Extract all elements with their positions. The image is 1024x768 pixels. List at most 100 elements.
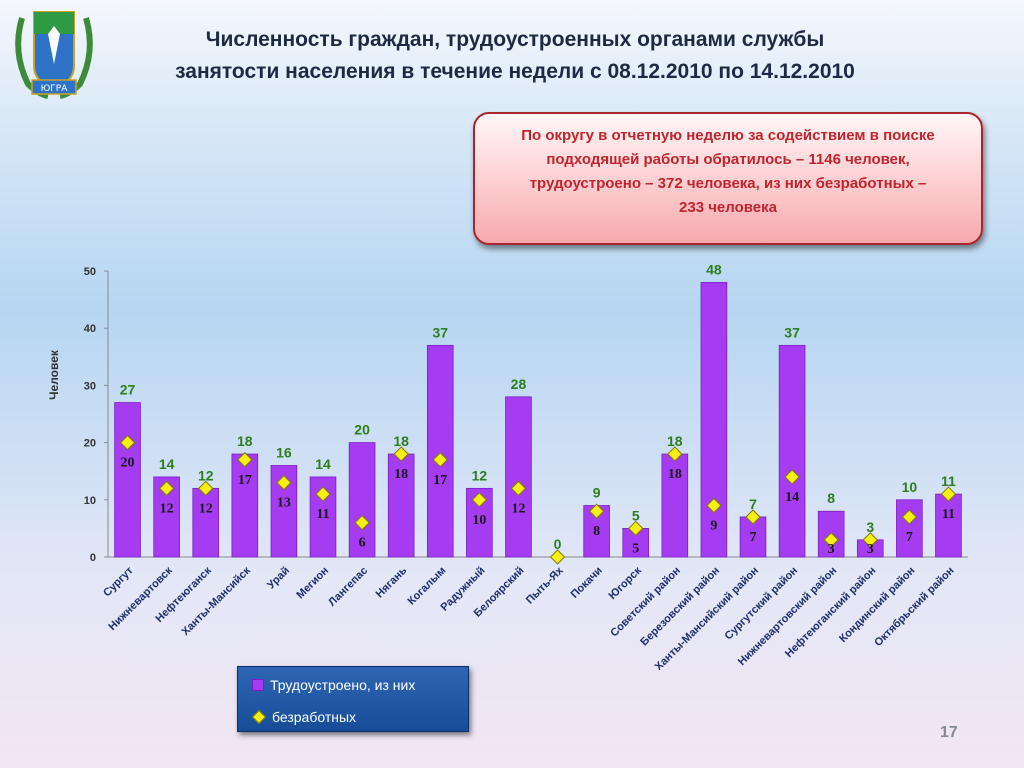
- unemployed-marker: [862, 532, 878, 548]
- category-label: Покачи: [569, 565, 605, 601]
- category-label: Ханты-Мансийск: [179, 564, 253, 638]
- category-label: Кондинский район: [837, 565, 917, 645]
- unemployed-marker: [940, 486, 957, 502]
- bar-value-label: 16: [276, 444, 292, 460]
- marker-value-label: 7: [906, 530, 913, 545]
- bar-value-label: 37: [432, 324, 448, 340]
- bar-value-label: 12: [472, 467, 488, 483]
- category-label: Урай: [265, 565, 292, 592]
- title-line-1: Численность граждан, трудоустроенных орг…: [205, 28, 825, 51]
- unemployed-marker: [315, 486, 331, 502]
- bar: [231, 453, 259, 558]
- marker-value-label: 6: [359, 536, 366, 551]
- bar: [896, 499, 923, 558]
- bar-value-label: 37: [784, 324, 800, 340]
- marker-value-label: 18: [394, 467, 408, 482]
- marker-value-label: 14: [785, 490, 799, 505]
- page-number: 17: [940, 724, 958, 741]
- marker-value-label: 13: [277, 496, 291, 511]
- category-label: Нягань: [374, 564, 410, 600]
- coat-of-arms-logo: ЮГРА: [15, 11, 93, 99]
- marker-value-label: 8: [593, 524, 600, 539]
- bar-value-label: 12: [198, 467, 214, 483]
- category-label: Сургут: [101, 564, 136, 599]
- unemployed-marker: [706, 497, 722, 514]
- marker-value-label: 20: [121, 456, 135, 471]
- category-label: Сургутский район: [723, 565, 801, 643]
- bar: [505, 396, 532, 558]
- bar: [778, 344, 806, 558]
- unemployed-marker: [276, 474, 292, 491]
- bar: [387, 453, 415, 558]
- marker-value-label: 9: [710, 519, 717, 534]
- bar-value-label: 11: [941, 473, 956, 489]
- category-label: Октябрьский район: [872, 565, 956, 649]
- marker-value-label: 18: [668, 467, 682, 482]
- legend-item-unemployed: безработных: [238, 707, 356, 727]
- chart-legend: Трудоустроено, из них безработных: [237, 666, 469, 732]
- category-label: Советский район: [608, 565, 683, 640]
- callout-line-3: трудоустроено – 372 человека, из них без…: [529, 175, 927, 192]
- y-tick-label: 50: [84, 266, 96, 278]
- callout-line-2: подходящей работы обратилось – 1146 чело…: [546, 151, 910, 168]
- bar-value-label: 27: [120, 382, 136, 398]
- bar: [426, 344, 454, 558]
- bar-value-label: 18: [237, 433, 253, 449]
- unemployed-marker: [784, 469, 800, 485]
- marker-value-label: 11: [942, 507, 955, 522]
- legend-diamond-swatch: [251, 709, 267, 725]
- marker-value-label: 7: [750, 530, 757, 545]
- unemployed-marker: [198, 480, 214, 497]
- unemployed-marker: [354, 514, 370, 531]
- marker-value-label: 17: [433, 473, 447, 488]
- unemployed-marker: [393, 446, 409, 462]
- category-label: Мегион: [294, 565, 331, 602]
- y-tick-label: 40: [84, 323, 96, 335]
- bar-value-label: 48: [706, 261, 722, 277]
- bar-value-label: 20: [354, 422, 370, 438]
- bar-value-label: 18: [667, 433, 683, 449]
- unemployed-marker: [628, 520, 644, 537]
- category-label: Югорск: [606, 564, 644, 602]
- bar-value-label: 8: [827, 490, 835, 506]
- unemployed-marker: [901, 509, 918, 525]
- unemployed-marker: [588, 503, 605, 519]
- unemployed-marker: [119, 434, 136, 451]
- marker-value-label: 12: [511, 501, 525, 516]
- bar: [348, 442, 376, 558]
- marker-value-label: 3: [867, 542, 874, 557]
- logo-lettering: ЮГРА: [41, 84, 69, 94]
- legend-bar-swatch: [252, 679, 264, 691]
- bar-value-label: 14: [315, 456, 331, 472]
- marker-value-label: 12: [160, 501, 174, 516]
- unemployed-marker: [823, 532, 839, 548]
- y-axis-title: Человек: [47, 349, 61, 400]
- unemployed-marker: [549, 549, 566, 565]
- bar-value-label: 7: [749, 496, 757, 512]
- y-tick-label: 20: [84, 438, 96, 450]
- unemployed-marker: [432, 452, 448, 468]
- bar-value-label: 3: [866, 519, 874, 535]
- bar-value-label: 14: [159, 456, 175, 472]
- summary-callout: По округу в отчетную неделю за содействи…: [473, 112, 983, 245]
- bar-value-label: 18: [393, 433, 409, 449]
- bar-value-label: 28: [511, 376, 527, 392]
- unemployed-marker: [158, 480, 175, 497]
- marker-value-label: 10: [472, 513, 486, 528]
- unemployed-marker: [237, 452, 253, 468]
- marker-value-label: 5: [632, 541, 639, 556]
- bar: [700, 282, 728, 558]
- bar-value-label: 9: [593, 485, 601, 501]
- marker-value-label: 3: [828, 542, 835, 557]
- bar: [935, 493, 962, 558]
- callout-line-1: По округу в отчетную неделю за содействи…: [521, 127, 935, 144]
- legend-label-unemployed: безработных: [272, 709, 357, 725]
- bar-value-label: 10: [902, 479, 918, 495]
- unemployed-marker: [745, 509, 761, 525]
- legend-item-employed: Трудоустроено, из них: [238, 675, 415, 695]
- marker-value-label: 11: [316, 507, 329, 522]
- legend-label-employed: Трудоустроено, из них: [270, 677, 416, 693]
- y-tick-label: 10: [84, 495, 96, 507]
- marker-value-label: 12: [199, 501, 213, 516]
